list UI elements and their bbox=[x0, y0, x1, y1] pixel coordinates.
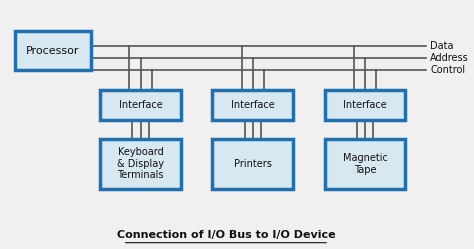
FancyBboxPatch shape bbox=[15, 31, 91, 70]
Text: Interface: Interface bbox=[343, 100, 387, 110]
Text: Data: Data bbox=[430, 41, 454, 51]
FancyBboxPatch shape bbox=[100, 139, 181, 188]
FancyBboxPatch shape bbox=[325, 139, 405, 188]
Text: Printers: Printers bbox=[234, 159, 272, 169]
Text: Interface: Interface bbox=[118, 100, 163, 110]
FancyBboxPatch shape bbox=[212, 90, 293, 120]
FancyBboxPatch shape bbox=[212, 139, 293, 188]
FancyBboxPatch shape bbox=[325, 90, 405, 120]
Text: Interface: Interface bbox=[231, 100, 275, 110]
Text: Control: Control bbox=[430, 65, 465, 75]
Text: Processor: Processor bbox=[26, 46, 80, 56]
FancyBboxPatch shape bbox=[100, 90, 181, 120]
Text: Magnetic
Tape: Magnetic Tape bbox=[343, 153, 388, 175]
Text: Connection of I/O Bus to I/O Device: Connection of I/O Bus to I/O Device bbox=[117, 230, 335, 240]
Text: Keyboard
& Display
Terminals: Keyboard & Display Terminals bbox=[117, 147, 164, 181]
Text: Address: Address bbox=[430, 53, 469, 63]
